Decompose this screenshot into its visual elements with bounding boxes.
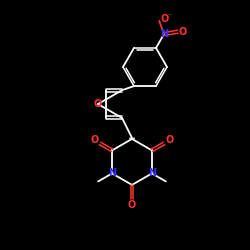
Text: O: O (94, 99, 102, 109)
Text: O: O (91, 136, 99, 145)
Text: N: N (160, 29, 168, 39)
Text: O: O (128, 200, 136, 210)
Text: ⁻: ⁻ (167, 12, 172, 20)
Text: N: N (148, 168, 156, 178)
Text: O: O (160, 14, 168, 24)
Text: O: O (179, 27, 187, 37)
Text: N: N (108, 168, 116, 178)
Text: O: O (165, 136, 173, 145)
